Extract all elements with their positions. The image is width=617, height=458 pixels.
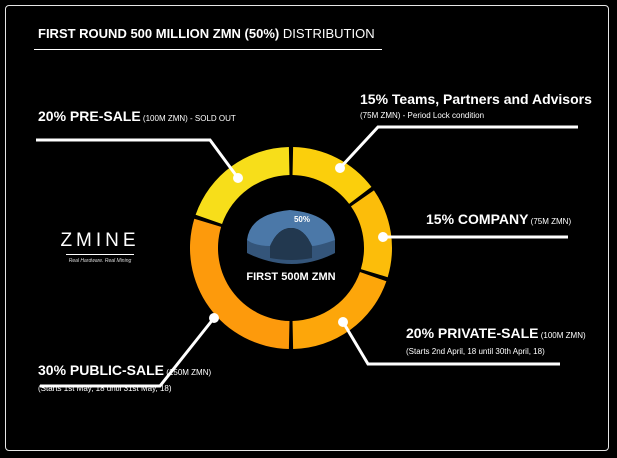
center-label: FIRST 500M ZMN [246, 271, 336, 283]
slice-private-sale [292, 272, 387, 349]
slice-teams-partners-and-advisors [292, 147, 372, 204]
label-public-head: 30% PUBLIC-SALE [38, 362, 165, 378]
slice-pre-sale [195, 147, 290, 224]
leader-dot-3 [378, 232, 388, 242]
leader-dot-1 [233, 173, 243, 183]
leader-dot-4 [338, 317, 348, 327]
leader-line-4 [341, 321, 560, 366]
label-private-head: 20% PRIVATE-SALE [406, 325, 539, 341]
label-public: 30% PUBLIC-SALE (150M ZMN) (Starts 1st M… [38, 362, 211, 393]
slice-company [350, 190, 392, 278]
leader-dot-5 [209, 313, 219, 323]
logo-mark: ZMINE [60, 230, 140, 251]
leader-line-2 [338, 125, 578, 170]
label-public-sub: (Starts 1st May, 18 until 31st May, 18) [38, 384, 172, 393]
outer-frame [5, 5, 609, 451]
leader-line-5 [40, 317, 216, 388]
label-presale: 20% PRE-SALE (100M ZMN) - SOLD OUT [38, 108, 236, 126]
zmine-logo: ZMINE Real Hardware. Real Mining [60, 230, 140, 264]
label-company: 15% COMPANY (75M ZMN) [426, 211, 571, 229]
label-company-detail: (75M ZMN) [528, 217, 572, 226]
chart-title: FIRST ROUND 500 MILLION ZMN (50%) DISTRI… [38, 26, 375, 41]
chart-title-rest: DISTRIBUTION [279, 26, 375, 41]
slice-public-sale [190, 218, 290, 349]
label-private-sub: (Starts 2nd April, 18 until 30th April, … [406, 347, 545, 356]
label-presale-head: 20% PRE-SALE [38, 108, 141, 124]
center-badge: 50% [294, 215, 310, 224]
label-teams-sub: (75M ZMN) - Period Lock condition [360, 111, 485, 120]
leader-line-1 [36, 138, 240, 179]
label-private: 20% PRIVATE-SALE (100M ZMN) (Starts 2nd … [406, 325, 586, 356]
label-public-detail: (150M ZMN) [164, 368, 212, 377]
leader-dot-2 [335, 163, 345, 173]
label-presale-detail: (100M ZMN) - SOLD OUT [140, 114, 236, 123]
title-underline [34, 49, 382, 50]
logo-rule [66, 254, 134, 255]
label-teams-head: 15% Teams, Partners and Advisors [360, 91, 592, 107]
chart-title-bold: FIRST ROUND 500 MILLION ZMN (50%) [38, 26, 280, 41]
label-company-head: 15% COMPANY [426, 211, 529, 227]
label-teams: 15% Teams, Partners and Advisors (75M ZM… [360, 91, 592, 120]
center-half-disk-icon: 50% [247, 210, 335, 264]
label-private-detail: (100M ZMN) [538, 331, 586, 340]
logo-tagline: Real Hardware. Real Mining [68, 258, 132, 264]
